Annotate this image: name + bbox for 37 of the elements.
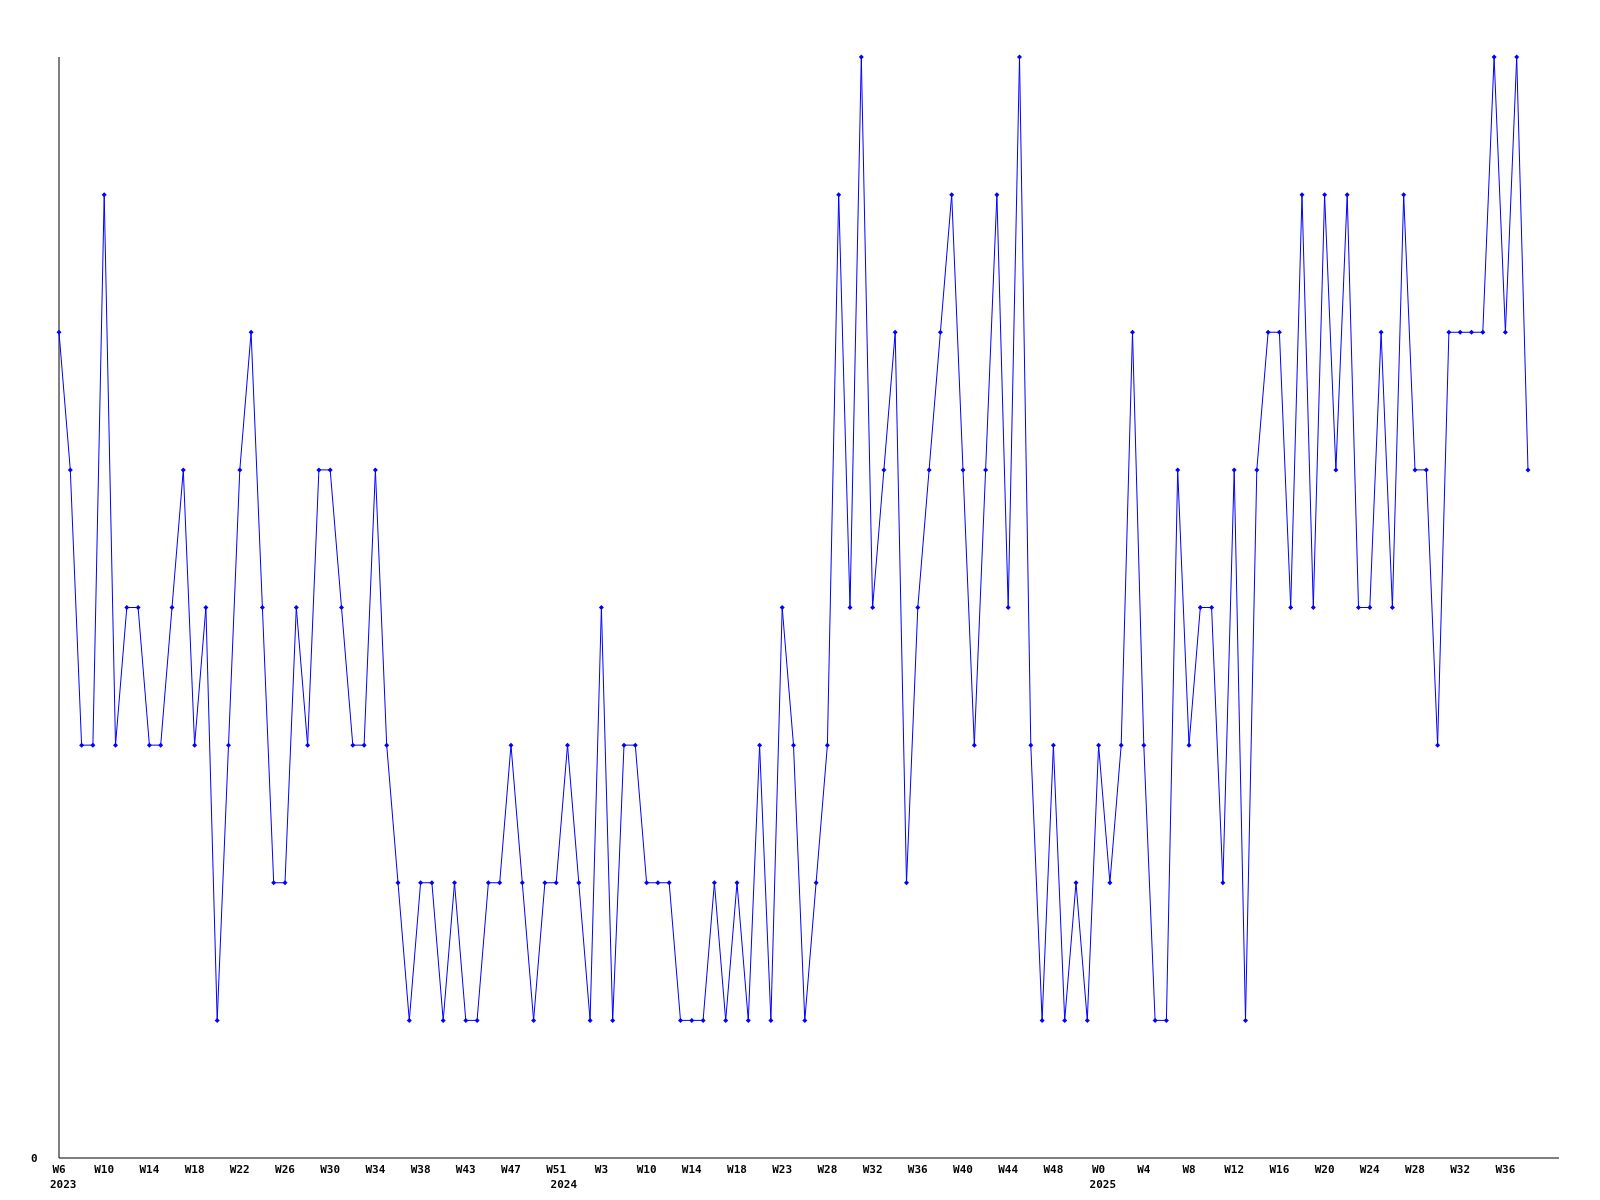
x-tick-label: W36 (907, 1163, 929, 1176)
x-tick-label: W16 (1269, 1163, 1290, 1176)
x-tick-label: W10 (636, 1163, 657, 1176)
x-tick-label: W10 (94, 1163, 115, 1176)
x-tick-label: W36 (1495, 1163, 1516, 1176)
x-tick-label: W6 (52, 1163, 66, 1176)
text: 2025 (1089, 1178, 1117, 1191)
x-tick-label: W47 (501, 1163, 521, 1176)
x-tick-label: W32 (1450, 1163, 1471, 1176)
x-tick-label: W3 (594, 1163, 609, 1176)
x-tick-label: W4 (1137, 1163, 1151, 1176)
x-tick-label: W12 (1224, 1163, 1245, 1176)
x-tick-label: W44 (998, 1163, 1019, 1176)
x-tick-label: W14 (681, 1163, 703, 1176)
x-tick-label: W30 (320, 1163, 341, 1176)
x-tick-label: W22 (229, 1163, 250, 1176)
x-tick-label: W0 (1091, 1163, 1106, 1176)
x-tick-label: W28 (817, 1163, 838, 1176)
x-tick-label: W34 (365, 1163, 386, 1176)
x-tick-label: W38 (410, 1163, 431, 1176)
x-tick-label: W8 (1182, 1163, 1196, 1176)
x-tick-label: W40 (953, 1163, 973, 1176)
x-tick-label: W18 (727, 1163, 747, 1176)
x-tick-label: W26 (275, 1163, 296, 1176)
x-tick-label: W20 (1314, 1163, 1335, 1176)
x-tick-label: W18 (184, 1163, 205, 1176)
x-tick-label: W24 (1359, 1163, 1381, 1176)
x-tick-label: W51 (546, 1163, 567, 1176)
x-tick-label: W32 (862, 1163, 883, 1176)
text: 2023 (50, 1178, 77, 1191)
x-tick-label: W48 (1043, 1163, 1064, 1176)
x-tick-label: W14 (139, 1163, 160, 1176)
x-tick-label: W28 (1405, 1163, 1425, 1176)
text: 0 (31, 1152, 38, 1165)
x-tick-label: W23 (772, 1163, 793, 1176)
text: 2024 (550, 1178, 578, 1191)
x-tick-label: W43 (455, 1163, 476, 1176)
